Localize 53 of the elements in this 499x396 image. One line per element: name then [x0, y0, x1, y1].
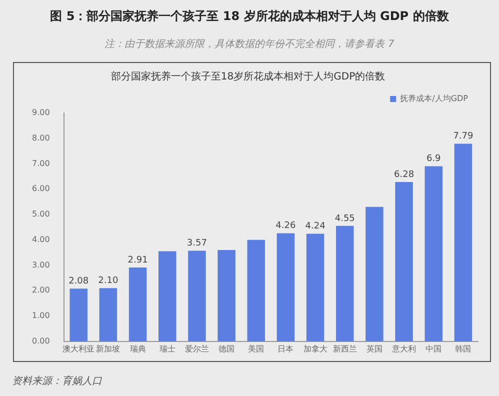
- data-label: 2.91: [128, 255, 148, 266]
- x-tick-label: 爱尔兰: [184, 344, 209, 354]
- x-tick-label: 新加坡: [96, 344, 120, 354]
- x-tick-label: 意大利: [391, 344, 416, 354]
- text: 资料来源：育娲人口: [12, 374, 102, 388]
- x-tick-label: 澳大利亚: [62, 344, 95, 354]
- chart-title: 图 5：部分国家抚养一个孩子至 18 岁所花的成本相对于人均 GDP 的倍数: [49, 8, 450, 25]
- y-tick-label: 8.00: [32, 133, 50, 142]
- y-tick-label: 6.00: [32, 184, 50, 194]
- bar: [366, 206, 384, 342]
- bar: [395, 182, 413, 342]
- data-label: 7.79: [453, 132, 474, 142]
- bar: [99, 288, 118, 342]
- y-tick-label: 5.00: [32, 210, 50, 219]
- chart-subtitle: 注：由于数据来源所限，具体数据的年份不完全相同，请参看表 7: [104, 38, 396, 51]
- text: 部分国家抚养一个孩子至18岁所花成本相对于人均GDP的倍数: [110, 70, 386, 83]
- bar: [276, 233, 295, 342]
- bar: [128, 268, 147, 342]
- y-tick-label: 9.00: [32, 108, 50, 118]
- x-tick-label: 韩国: [455, 344, 472, 354]
- bar: [158, 251, 176, 342]
- bar: [424, 166, 442, 342]
- x-tick-label: 瑞士: [159, 344, 176, 354]
- bar: [336, 226, 354, 342]
- x-tick-label: 日本: [278, 344, 294, 354]
- y-tick-label: 1.00: [32, 311, 50, 320]
- bar: [306, 234, 324, 342]
- bar: [70, 288, 88, 342]
- data-label: 6.9: [426, 154, 442, 164]
- y-tick-label: 4.00: [32, 234, 50, 244]
- x-tick-label: 英国: [366, 344, 382, 354]
- data-label: 2.08: [68, 276, 89, 286]
- x-tick-label: 美国: [248, 344, 264, 354]
- data-label: 6.28: [394, 170, 414, 180]
- bar: [454, 144, 472, 342]
- x-tick-label: 加拿大: [303, 344, 328, 354]
- bar: [188, 250, 206, 342]
- x-tick-label: 中国: [426, 344, 442, 354]
- y-tick-label: 3.00: [32, 260, 50, 270]
- bar: [247, 240, 265, 342]
- legend-label: 抚养成本/人均GDP: [399, 94, 468, 104]
- y-tick-label: 0.00: [32, 336, 50, 346]
- data-label: 3.57: [186, 238, 207, 249]
- data-label: 2.10: [98, 276, 118, 286]
- y-tick-label: 7.00: [32, 158, 50, 168]
- bar: [218, 250, 236, 342]
- data-label: 4.55: [334, 214, 355, 224]
- x-tick-label: 德国: [218, 344, 235, 354]
- data-label: 4.24: [305, 222, 326, 232]
- y-tick-label: 2.00: [32, 286, 50, 295]
- data-label: 4.26: [276, 221, 296, 232]
- x-tick-label: 瑞典: [130, 344, 146, 354]
- x-tick-label: 新西兰: [332, 344, 357, 354]
